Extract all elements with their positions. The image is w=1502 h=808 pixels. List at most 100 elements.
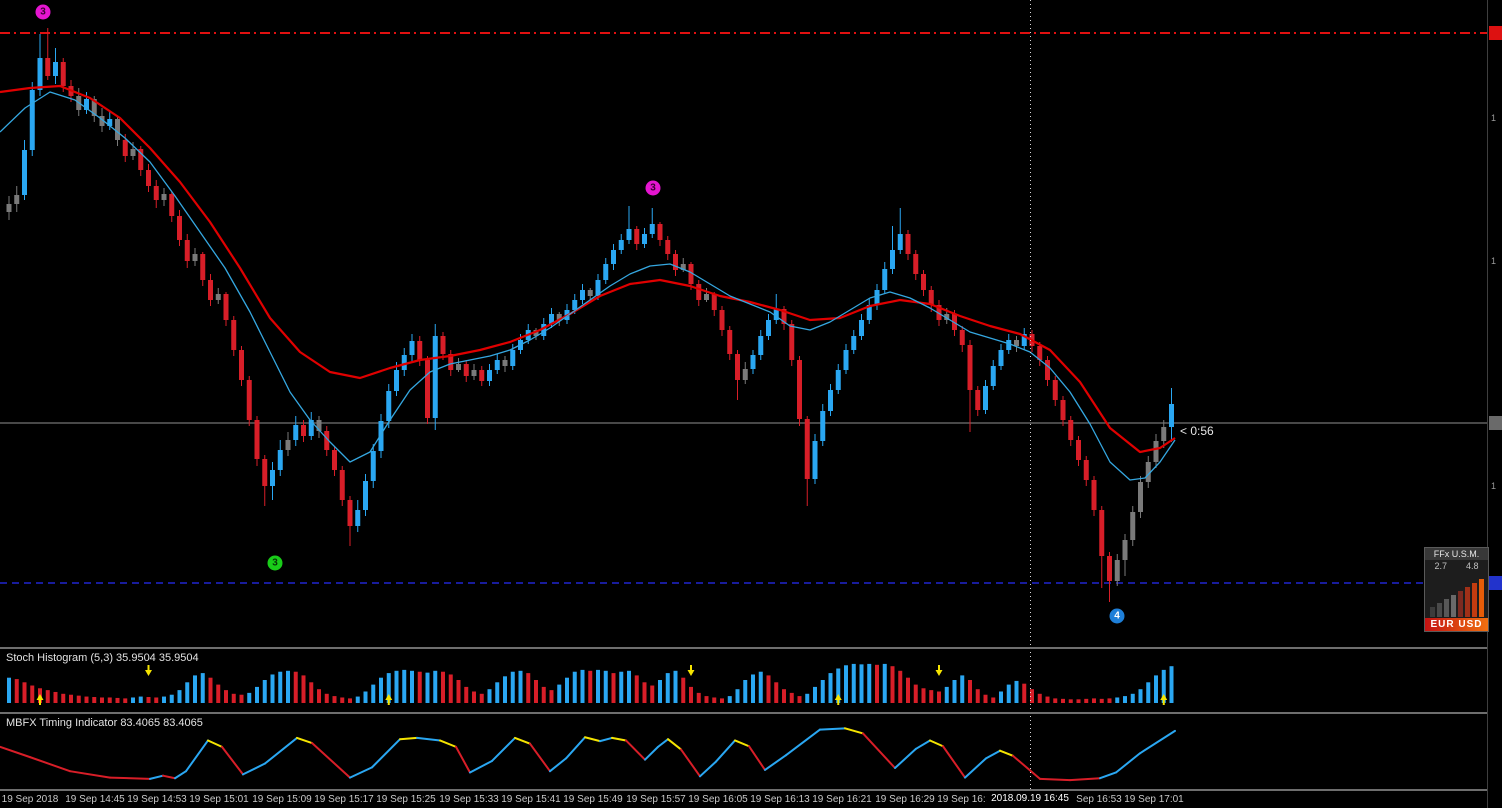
candle-body bbox=[370, 451, 376, 481]
candle-body bbox=[29, 90, 35, 150]
time-axis[interactable]: 19 Sep 2018 19 Sep 14:45 19 Sep 14:53 19 Se… bbox=[0, 791, 1502, 808]
candle-body bbox=[1130, 512, 1136, 540]
stoch-bar bbox=[355, 696, 360, 703]
stoch-bar bbox=[255, 686, 259, 703]
candle-body bbox=[1169, 404, 1174, 427]
candle-body bbox=[53, 62, 58, 76]
candle-body bbox=[711, 294, 717, 310]
mbfx-line-segment bbox=[416, 736, 441, 742]
mbfx-line-segment bbox=[1069, 777, 1101, 782]
main-chart-canvas[interactable] bbox=[0, 0, 1502, 647]
candle-body bbox=[324, 431, 330, 450]
mbfx-line-segment bbox=[242, 762, 266, 776]
stoch-bar bbox=[549, 690, 554, 703]
mbfx-line-segment bbox=[715, 739, 736, 763]
stoch-bar bbox=[472, 691, 476, 703]
mbfx-line-segment bbox=[915, 739, 931, 750]
time-axis-label: 19 Sep 15:17 bbox=[314, 794, 374, 805]
time-axis-label: 19 Sep 2018 bbox=[1, 794, 59, 805]
stoch-bar bbox=[456, 680, 461, 703]
stoch-bar bbox=[541, 686, 546, 703]
candle-body bbox=[99, 116, 105, 126]
crosshair-time-label: 2018.09.19 16:45 bbox=[986, 791, 1074, 806]
candle-body bbox=[727, 330, 733, 354]
ffx-strength-bar bbox=[1450, 595, 1456, 617]
candle-body bbox=[285, 440, 291, 450]
stoch-bar bbox=[270, 674, 275, 703]
stoch-bar bbox=[875, 664, 879, 703]
candle-body bbox=[928, 290, 934, 305]
candle-body bbox=[60, 62, 66, 86]
mbfx-line-segment bbox=[439, 739, 457, 748]
sell-arrow-icon bbox=[145, 665, 152, 676]
stoch-bar bbox=[239, 694, 244, 703]
mbfx-line-segment bbox=[469, 759, 493, 774]
pane-separator[interactable] bbox=[0, 647, 1502, 649]
mbfx-line-segment bbox=[565, 736, 586, 760]
candle-body bbox=[316, 420, 322, 431]
mbfx-line-segment bbox=[1099, 771, 1117, 780]
stoch-bar bbox=[944, 686, 949, 703]
stoch-bar bbox=[1115, 697, 1120, 703]
stoch-bar bbox=[247, 692, 252, 703]
mbfx-line-segment bbox=[819, 727, 846, 731]
candle-body bbox=[859, 320, 864, 336]
stoch-bar bbox=[317, 689, 321, 703]
stoch-bar bbox=[1068, 699, 1073, 703]
candle-body bbox=[758, 336, 764, 355]
stoch-bar bbox=[696, 692, 701, 703]
candle-body bbox=[37, 58, 43, 90]
stoch-bar bbox=[448, 674, 453, 703]
candle-body bbox=[828, 390, 833, 411]
mbfx-line-segment bbox=[529, 742, 551, 773]
candle-body bbox=[246, 380, 252, 420]
stoch-bar bbox=[991, 697, 996, 703]
candle-body bbox=[742, 369, 748, 380]
stoch-bar bbox=[1022, 683, 1027, 703]
candle-body bbox=[913, 254, 919, 274]
stoch-bar bbox=[867, 663, 872, 703]
mbfx-line-segment bbox=[644, 745, 659, 761]
candle-body bbox=[254, 420, 260, 459]
mbfx-line-segment bbox=[862, 732, 896, 769]
sell-arrow-icon bbox=[687, 665, 695, 676]
mbfx-line-segment bbox=[1115, 752, 1141, 774]
candle-body bbox=[84, 99, 89, 110]
candle-body bbox=[820, 411, 826, 441]
mbfx-line-segment bbox=[455, 745, 471, 774]
candle-body bbox=[983, 386, 988, 410]
candle-body bbox=[192, 254, 198, 261]
fast-ma-line bbox=[0, 91, 1176, 481]
stoch-bar bbox=[1045, 696, 1050, 703]
ffx-strength-bar bbox=[1464, 587, 1470, 617]
stoch-bar bbox=[712, 697, 717, 703]
stoch-bar bbox=[518, 670, 523, 703]
stoch-bar bbox=[386, 673, 391, 703]
candle-body bbox=[277, 450, 283, 470]
stoch-bar bbox=[898, 670, 903, 703]
time-axis-label: 19 Sep 15:49 bbox=[563, 794, 623, 805]
price-axis[interactable]: 1 1 1 bbox=[1487, 0, 1502, 808]
candle-body bbox=[487, 370, 492, 381]
time-axis-label: 19 Sep 16:13 bbox=[750, 794, 810, 805]
pane-separator[interactable] bbox=[0, 789, 1502, 791]
mbfx-pane-canvas[interactable] bbox=[0, 715, 1502, 789]
stoch-bar bbox=[177, 690, 182, 703]
candle-body bbox=[1153, 441, 1159, 462]
stoch-bar bbox=[789, 692, 794, 703]
stoch-bar bbox=[53, 691, 58, 703]
stoch-bar bbox=[479, 693, 484, 703]
candle-body bbox=[766, 320, 771, 336]
stoch-bar bbox=[1061, 698, 1065, 703]
candle-body bbox=[804, 419, 810, 479]
pane-separator[interactable] bbox=[0, 712, 1502, 714]
candle-body bbox=[680, 264, 686, 270]
candle-body bbox=[835, 370, 841, 390]
time-axis-label: 19 Sep 15:33 bbox=[439, 794, 499, 805]
stoch-pane-canvas[interactable] bbox=[0, 650, 1502, 712]
stoch-bar bbox=[727, 696, 732, 703]
candle-body bbox=[146, 170, 151, 186]
stoch-bar bbox=[22, 682, 27, 703]
stoch-bar bbox=[1053, 698, 1058, 703]
stoch-bar bbox=[169, 694, 174, 703]
